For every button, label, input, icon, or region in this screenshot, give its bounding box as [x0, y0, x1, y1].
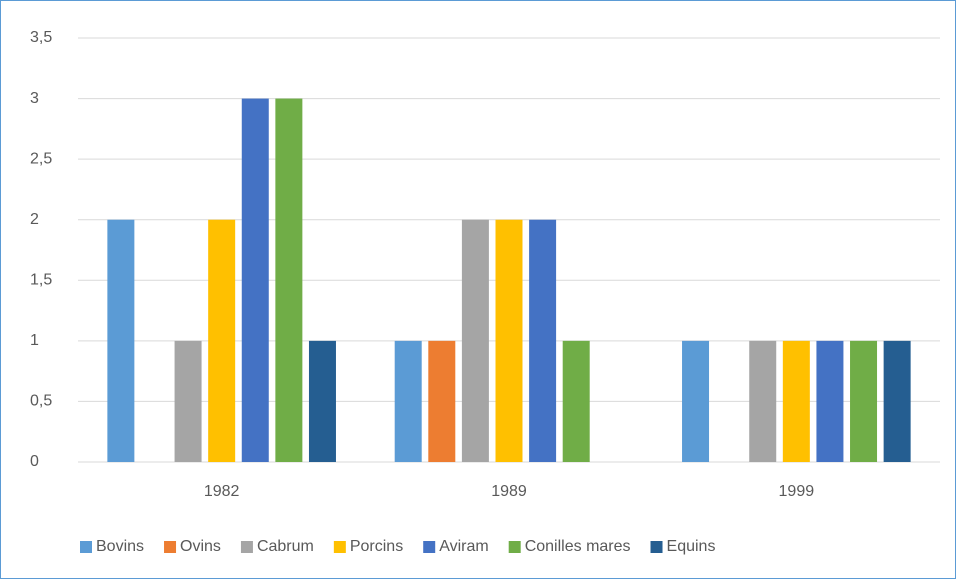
bar	[461, 219, 489, 462]
bar	[749, 340, 777, 462]
legend-label: Bovins	[96, 538, 144, 555]
bar	[241, 98, 269, 463]
y-tick-label: 3	[30, 90, 39, 107]
bar	[682, 340, 710, 462]
y-tick-label: 0,5	[30, 393, 52, 410]
bar	[782, 340, 810, 462]
legend-swatch	[240, 541, 253, 553]
legend-swatch	[333, 541, 346, 553]
legend-swatch	[650, 541, 663, 553]
bar	[428, 340, 456, 462]
legend-swatch	[80, 541, 92, 553]
x-tick-label: 1989	[491, 483, 527, 500]
legend-label: Porcins	[350, 538, 403, 555]
bar	[308, 340, 336, 462]
legend-swatch	[423, 541, 436, 553]
legend-label: Conilles mares	[525, 538, 631, 555]
x-tick-label: 1982	[204, 483, 240, 500]
legend-swatch	[508, 541, 521, 553]
bar	[816, 340, 844, 462]
y-tick-label: 1,5	[30, 272, 52, 289]
bar	[174, 340, 202, 462]
y-tick-label: 3,5	[30, 29, 52, 46]
bar	[107, 219, 135, 462]
bar	[208, 219, 236, 462]
legend-label: Aviram	[439, 538, 489, 555]
y-tick-label: 1	[30, 332, 39, 349]
x-tick-label: 1999	[779, 483, 815, 500]
bar	[495, 219, 523, 462]
bar	[529, 219, 557, 462]
bar	[850, 340, 878, 462]
y-tick-label: 2	[30, 211, 39, 228]
bar	[394, 340, 422, 462]
legend-label: Ovins	[180, 538, 221, 555]
legend-swatch	[164, 541, 177, 553]
legend-label: Cabrum	[257, 538, 314, 555]
y-tick-label: 0	[30, 453, 39, 470]
bar	[275, 98, 303, 463]
bar	[562, 340, 590, 462]
bar	[883, 340, 911, 462]
y-tick-label: 2,5	[30, 150, 52, 167]
legend-label: Equins	[667, 538, 716, 555]
